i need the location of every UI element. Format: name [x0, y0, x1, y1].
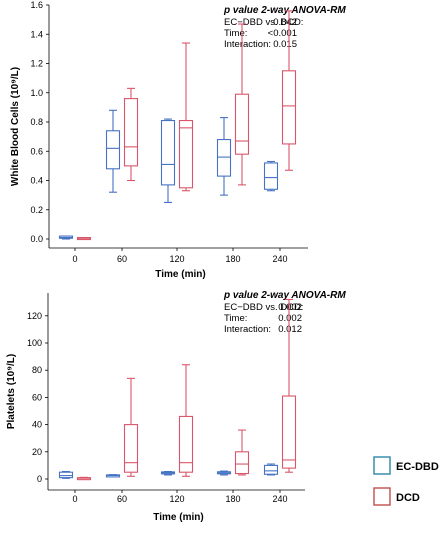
legend-dcd-swatch [373, 487, 391, 506]
platelets-chart: 0 20 40 60 80 100 120 0 60 120 180 240 Time (min) Pla… [6, 290, 346, 523]
iqr-box [178, 119, 194, 189]
dcd-box-240 [281, 10, 297, 171]
y-tick-label: 0 [37, 474, 42, 484]
y-axis-title: Platelets (10⁹/L) [6, 354, 17, 429]
y-tick-label: 100 [27, 338, 42, 348]
dcd-box-60 [123, 377, 139, 477]
y-tick-label: 20 [32, 447, 42, 457]
iqr-box [263, 464, 279, 475]
x-tick-label: 0 [72, 494, 77, 504]
stats-row-value: 0.002 [278, 302, 302, 313]
iqr-box [123, 98, 139, 167]
iqr-box [234, 93, 250, 155]
legend: EC-DBD DCD [373, 456, 439, 506]
y-tick-label: 80 [32, 365, 42, 375]
x-tick-label: 120 [169, 494, 184, 504]
iqr-box [123, 424, 139, 473]
stats-row-label: Interaction: [224, 324, 271, 335]
stats-row-value: 0.015 [273, 39, 297, 50]
iqr-box [178, 415, 194, 473]
y-tick-label: 40 [32, 420, 42, 430]
x-tick-label: 240 [272, 254, 287, 264]
y-tick-label: 0.8 [30, 117, 43, 127]
stats-row-label: EC−DBD vs. DCD: [224, 302, 303, 313]
y-tick-label: 0.0 [30, 234, 43, 244]
x-tick-label: 60 [117, 254, 127, 264]
iqr-box [105, 130, 121, 170]
ec-dbd-box-0 [58, 470, 74, 479]
legend-ec-dbd-swatch [373, 456, 391, 475]
dcd-box-0 [76, 236, 92, 241]
y-tick-label: 1.4 [30, 29, 43, 39]
x-tick-label: 0 [72, 254, 77, 264]
ec-dbd-box-180 [216, 117, 232, 196]
ec-dbd-box-120 [160, 118, 176, 203]
y-tick-label: 1.6 [30, 0, 43, 10]
stats-row-label: Time: [224, 28, 247, 39]
ec-dbd-box-60 [105, 474, 121, 478]
x-axis-title: Time (min) [153, 512, 203, 523]
ec-dbd-box-0 [58, 235, 74, 240]
ec-dbd-box-240 [263, 463, 279, 476]
dcd-box-0 [76, 476, 92, 481]
y-tick-label: 60 [32, 392, 42, 402]
stats-row-value: 0.842 [273, 17, 297, 28]
dcd-box-180 [234, 429, 250, 476]
iqr-box [58, 471, 74, 479]
iqr-box [216, 139, 232, 177]
wbc-chart: 0.0 0.2 0.4 0.6 0.8 1.0 1.2 1.4 1.6 0 60 120 180 240 T… [10, 0, 346, 280]
dcd-box-120 [178, 42, 194, 192]
stats-row-value: <0.001 [268, 28, 297, 39]
iqr-box [160, 119, 176, 186]
ec-dbd-box-240 [263, 160, 279, 192]
stats-row-value: 0.002 [278, 313, 302, 324]
legend-dcd-label: DCD [396, 492, 420, 504]
iqr-box [263, 162, 279, 190]
dcd-box-180 [234, 23, 250, 186]
y-tick-label: 0.2 [30, 205, 43, 215]
x-tick-label: 120 [169, 254, 184, 264]
y-tick-label: 0.4 [30, 176, 43, 186]
stats-row-label: Time: [224, 313, 247, 324]
dcd-box-240 [281, 298, 297, 473]
x-tick-label: 240 [272, 494, 287, 504]
iqr-box [281, 395, 297, 469]
ec-dbd-box-120 [160, 470, 176, 476]
ec-dbd-box-180 [216, 470, 232, 476]
legend-ec-dbd-label: EC-DBD [396, 461, 439, 473]
x-axis-title: Time (min) [155, 269, 205, 280]
stats-row-label: Interaction: [224, 39, 271, 50]
iqr-box [281, 70, 297, 145]
stats-row-label: EC−DBD vs. DCD: [224, 17, 303, 28]
y-tick-label: 1.0 [30, 88, 43, 98]
stats-title: p value 2-way ANOVA-RM [223, 290, 346, 301]
y-axis-title: White Blood Cells (10⁹/L) [10, 67, 21, 186]
dcd-box-120 [178, 364, 194, 477]
dcd-box-60 [123, 87, 139, 182]
y-tick-label: 0.6 [30, 146, 43, 156]
x-tick-label: 180 [225, 254, 240, 264]
stats-title: p value 2-way ANOVA-RM [223, 5, 346, 16]
ec-dbd-box-60 [105, 109, 121, 193]
x-tick-label: 60 [117, 494, 127, 504]
y-tick-label: 1.2 [30, 59, 43, 69]
y-tick-label: 120 [27, 311, 42, 321]
x-tick-label: 180 [225, 494, 240, 504]
stats-row-value: 0.012 [278, 324, 302, 335]
iqr-box [234, 451, 250, 475]
